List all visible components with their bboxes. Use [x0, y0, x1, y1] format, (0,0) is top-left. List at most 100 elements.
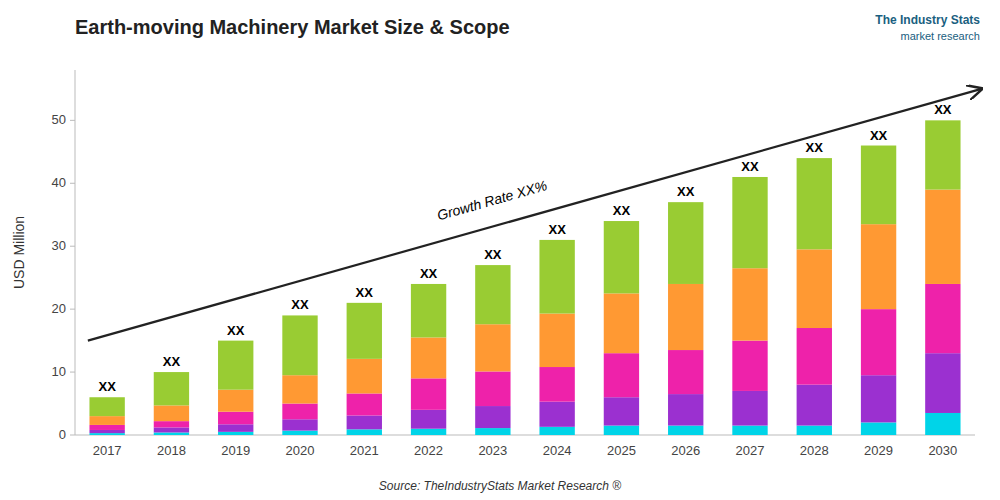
title: Earth-moving Machinery Market Size & Sco… [75, 16, 510, 38]
bar-segment [347, 415, 382, 429]
bar-segment [539, 367, 574, 402]
bar-segment [668, 350, 703, 394]
bar-segment [925, 120, 960, 189]
x-tick-label: 2028 [800, 443, 829, 458]
y-tick [70, 309, 75, 310]
bar-segment [154, 421, 189, 427]
x-tick-label: 2022 [414, 443, 443, 458]
bar-segment [861, 309, 896, 375]
bar-segment [89, 397, 124, 416]
y-tick-label: 40 [52, 175, 66, 190]
total-label: XX [613, 203, 631, 218]
total-label: XX [291, 297, 309, 312]
total-label: XX [227, 323, 245, 338]
bar-segment [218, 432, 253, 435]
bar-segment [475, 324, 510, 371]
x-axis: 2017201820192020202120222023202420252026… [75, 435, 975, 458]
x-axis-line [75, 435, 975, 436]
y-tick-label: 10 [52, 364, 66, 379]
x-tick-label: 2019 [221, 443, 250, 458]
y-axis-line [75, 70, 76, 435]
total-label: XX [98, 379, 116, 394]
bar-segment [154, 372, 189, 405]
bar-segment [411, 410, 446, 429]
bar-segment [732, 268, 767, 340]
x-tick-label: 2026 [671, 443, 700, 458]
brand: The Industry Stats [875, 13, 980, 27]
total-label: XX [934, 102, 952, 117]
bar-segment [218, 424, 253, 432]
bar-segment [475, 371, 510, 406]
bar-segment [861, 224, 896, 309]
bar-segment [411, 378, 446, 409]
bar-segment [604, 426, 639, 435]
x-tick-label: 2021 [350, 443, 379, 458]
y-tick-label: 30 [52, 238, 66, 253]
x-tick-label: 2024 [543, 443, 572, 458]
total-label: XX [356, 285, 374, 300]
bar-segment [411, 337, 446, 378]
x-tick-label: 2018 [157, 443, 186, 458]
y-tick-label: 0 [59, 427, 66, 442]
bar-segment [218, 412, 253, 425]
bar-segment [925, 353, 960, 413]
bars [89, 120, 960, 435]
bar-segment [89, 433, 124, 435]
total-label: XX [484, 247, 502, 262]
bar-segment [89, 416, 124, 425]
bar-segment [861, 146, 896, 225]
total-label: XX [548, 222, 566, 237]
growth-label: Growth Rate XX% [435, 177, 549, 223]
bar-segment [861, 422, 896, 435]
y-tick [70, 372, 75, 373]
bar-segment [539, 240, 574, 314]
bar-segment [797, 426, 832, 435]
bar-segment [282, 431, 317, 435]
bar-segment [861, 375, 896, 422]
growth-arrow [88, 89, 982, 341]
bar-segment [282, 315, 317, 375]
total-labels: XXXXXXXXXXXXXXXXXXXXXXXXXXXX [98, 102, 951, 394]
bar-segment [347, 429, 382, 435]
bar-segment [797, 158, 832, 249]
bar-segment [347, 393, 382, 415]
bar-segment [797, 249, 832, 328]
bar-segment [154, 405, 189, 421]
bar-segment [411, 429, 446, 435]
y-tick [70, 183, 75, 184]
bar-segment [732, 341, 767, 391]
total-label: XX [870, 128, 888, 143]
series [89, 120, 960, 416]
bar-segment [539, 402, 574, 427]
bar-segment [668, 394, 703, 425]
y-axis: 01020304050 [52, 70, 75, 442]
bar-segment [925, 190, 960, 284]
total-label: XX [677, 184, 695, 199]
bar-segment [89, 430, 124, 433]
bar-segment [539, 427, 574, 435]
bar-segment [411, 284, 446, 337]
y-tick-label: 50 [52, 112, 66, 127]
x-tick-label: 2017 [93, 443, 122, 458]
annotations: Growth Rate XX% [88, 89, 982, 341]
y-tick [70, 435, 75, 436]
bar-segment [89, 425, 124, 430]
bar-segment [218, 341, 253, 390]
bar-segment [604, 397, 639, 425]
chart: Earth-moving Machinery Market Size & Sco… [0, 0, 1000, 500]
bar-segment [475, 428, 510, 435]
brand-subtitle: market research [901, 30, 980, 42]
bar-segment [475, 265, 510, 324]
bar-segment [282, 404, 317, 420]
bar-segment [282, 419, 317, 430]
x-tick-label: 2025 [607, 443, 636, 458]
x-tick-label: 2030 [928, 443, 957, 458]
bar-segment [604, 353, 639, 397]
total-label: XX [163, 354, 181, 369]
bar-segment [732, 426, 767, 435]
total-label: XX [806, 140, 824, 155]
bar-segment [475, 406, 510, 428]
source: Source: TheIndustryStats Market Research… [379, 479, 621, 493]
bar-segment [797, 328, 832, 385]
bar-segment [218, 390, 253, 412]
